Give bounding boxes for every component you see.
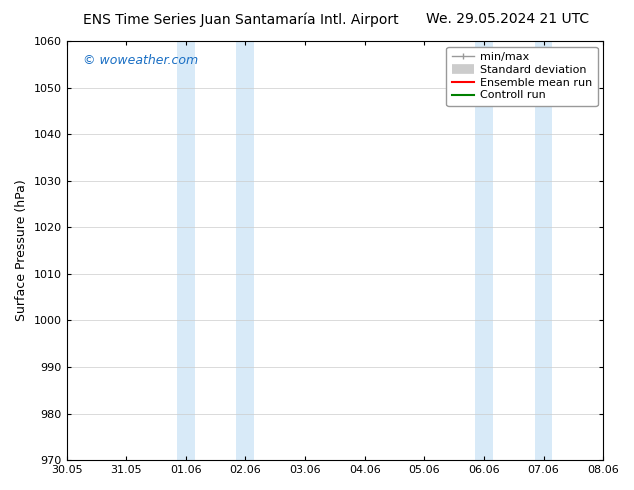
Text: ENS Time Series Juan Santamaría Intl. Airport: ENS Time Series Juan Santamaría Intl. Ai… xyxy=(83,12,399,27)
Legend: min/max, Standard deviation, Ensemble mean run, Controll run: min/max, Standard deviation, Ensemble me… xyxy=(446,47,598,106)
Y-axis label: Surface Pressure (hPa): Surface Pressure (hPa) xyxy=(15,180,28,321)
Bar xyxy=(177,41,195,460)
Text: © woweather.com: © woweather.com xyxy=(82,53,198,67)
Text: We. 29.05.2024 21 UTC: We. 29.05.2024 21 UTC xyxy=(425,12,589,26)
Bar xyxy=(475,41,493,460)
Bar xyxy=(534,41,552,460)
Bar xyxy=(236,41,254,460)
